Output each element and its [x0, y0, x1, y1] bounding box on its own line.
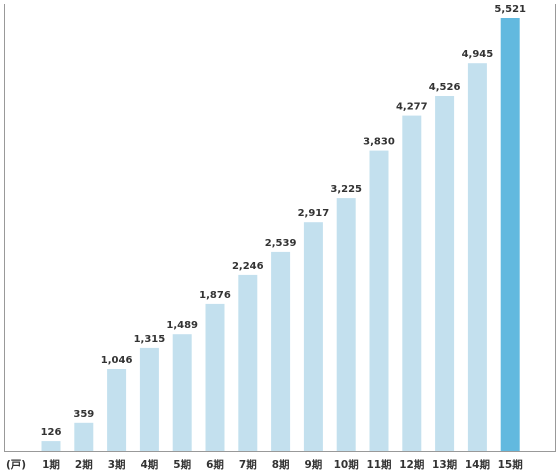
- unit-label: (戸): [6, 459, 26, 471]
- tick-label-10: 10期: [334, 458, 359, 471]
- bar-14: [467, 63, 487, 451]
- bar-9: [303, 222, 323, 451]
- bar-12: [402, 115, 422, 451]
- value-label-15: 5,521: [494, 4, 526, 15]
- tick-label-1: 1期: [42, 458, 60, 471]
- tick-label-7: 7期: [239, 458, 257, 471]
- bar-6: [205, 303, 225, 451]
- tick-label-4: 4期: [140, 458, 158, 471]
- value-label-4: 1,315: [134, 334, 166, 345]
- tick-label-12: 12期: [399, 458, 424, 471]
- value-label-13: 4,526: [429, 82, 461, 93]
- bar-2: [74, 422, 94, 451]
- tick-label-14: 14期: [465, 458, 490, 471]
- bar-4: [139, 347, 159, 451]
- bars-group: 126 1期 359 2期 1,046 3期 1,315 4期 1,489 5期 1,876 6期 2,…: [41, 4, 526, 471]
- value-label-5: 1,489: [166, 320, 198, 331]
- bar-10: [336, 198, 356, 451]
- value-label-2: 359: [73, 409, 94, 420]
- value-label-14: 4,945: [462, 49, 494, 60]
- tick-label-5: 5期: [173, 458, 191, 471]
- bar-8: [271, 251, 291, 451]
- tick-label-9: 9期: [304, 458, 322, 471]
- bar-11: [369, 150, 389, 451]
- tick-label-13: 13期: [432, 458, 457, 471]
- tick-label-6: 6期: [206, 458, 224, 471]
- value-label-10: 3,225: [330, 184, 362, 195]
- bar-13: [435, 96, 455, 451]
- value-label-12: 4,277: [396, 102, 428, 113]
- tick-label-15: 15期: [498, 458, 523, 471]
- tick-label-11: 11期: [366, 458, 391, 471]
- value-label-1: 126: [41, 427, 62, 438]
- bar-3: [107, 369, 127, 451]
- bar-5: [172, 334, 192, 451]
- value-label-8: 2,539: [265, 238, 297, 249]
- tick-label-8: 8期: [272, 458, 290, 471]
- tick-label-3: 3期: [108, 458, 126, 471]
- bar-7: [238, 274, 258, 451]
- bar-1: [41, 441, 61, 451]
- tick-label-2: 2期: [75, 458, 93, 471]
- value-label-6: 1,876: [199, 290, 231, 301]
- value-label-7: 2,246: [232, 261, 264, 272]
- value-label-11: 3,830: [363, 137, 395, 148]
- value-label-9: 2,917: [298, 208, 330, 219]
- value-label-3: 1,046: [101, 355, 133, 366]
- bar-15: [500, 18, 520, 451]
